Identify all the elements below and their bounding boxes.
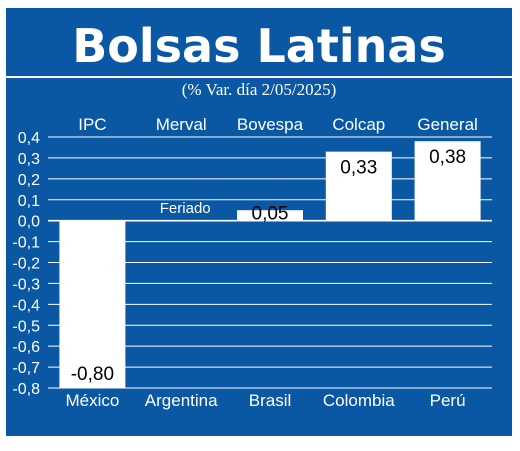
y-tick-label: -0,6 — [12, 339, 40, 356]
y-tick-label: 0,0 — [18, 214, 40, 231]
y-tick-label: -0,7 — [12, 360, 40, 377]
data-label: 0,33 — [340, 158, 377, 179]
country-label: Perú — [430, 391, 466, 410]
y-tick-label: -0,2 — [12, 256, 40, 273]
y-tick-label: 0,1 — [18, 193, 40, 210]
bar-méxico — [59, 220, 126, 388]
country-label: Argentina — [145, 391, 218, 410]
chart-subtitle: (% Var. día 2/05/2025) — [181, 80, 337, 99]
country-label: Brasil — [249, 391, 292, 410]
y-tick-label: -0,4 — [12, 297, 40, 314]
chart-title: Bolsas Latinas — [72, 19, 446, 73]
index-label: Merval — [156, 115, 207, 134]
y-tick-label: 0,3 — [18, 151, 40, 168]
annotation-feriado: Feriado — [160, 200, 211, 217]
y-tick-label: -0,8 — [12, 381, 40, 398]
title-divider — [6, 76, 512, 78]
country-label: Colombia — [323, 391, 395, 410]
index-label: Colcap — [332, 115, 385, 134]
data-label: -0,80 — [71, 364, 114, 385]
data-label: 0,05 — [252, 204, 289, 225]
bar-perú — [414, 141, 481, 221]
country-label: México — [65, 391, 119, 410]
index-label: Bovespa — [237, 115, 304, 134]
bar-brasil — [237, 210, 303, 221]
index-label: IPC — [78, 115, 106, 134]
index-label: General — [417, 115, 477, 134]
bar-colombia — [325, 151, 392, 221]
y-tick-label: 0,4 — [18, 130, 40, 147]
y-tick-label: -0,5 — [12, 318, 40, 335]
y-tick-label: 0,2 — [18, 172, 40, 189]
y-tick-label: -0,3 — [12, 276, 40, 293]
y-tick-label: -0,1 — [12, 235, 40, 252]
data-label: 0,38 — [429, 147, 466, 168]
